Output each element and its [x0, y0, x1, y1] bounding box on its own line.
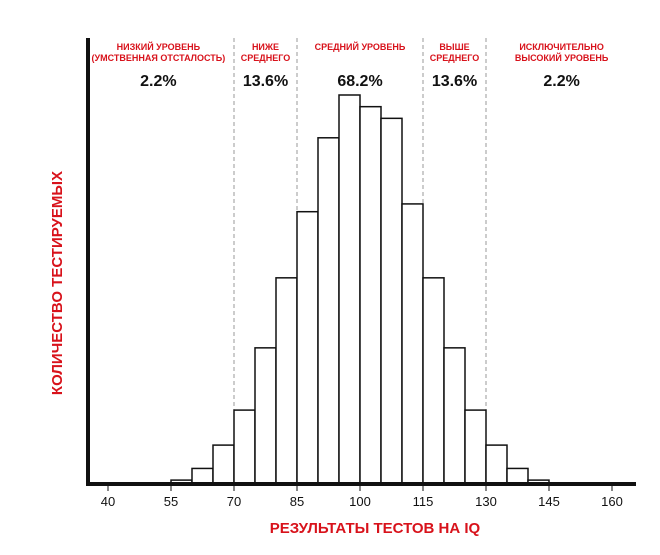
band-label: НИЗКИЙ УРОВЕНЬ — [117, 41, 201, 52]
x-tick-label: 160 — [601, 494, 623, 509]
band-label: СРЕДНЕГО — [430, 53, 479, 63]
histogram-bar — [317, 137, 340, 485]
band-percent-label: 13.6% — [243, 73, 288, 90]
histogram-bar — [485, 444, 508, 485]
x-tick-label: 115 — [413, 494, 434, 509]
band-percent-label: 2.2% — [140, 73, 176, 90]
histogram-bar — [254, 347, 277, 485]
band-label: ВЫСОКИЙ УРОВЕНЬ — [515, 52, 609, 63]
x-tick-label: 85 — [290, 494, 304, 509]
band-label: (УМСТВЕННАЯ ОТСТАЛОСТЬ) — [92, 53, 226, 63]
y-axis-title: КОЛИЧЕСТВО ТЕСТИРУЕМЫХ — [49, 171, 66, 395]
band-label: ВЫШЕ — [439, 42, 469, 52]
band-label: СРЕДНЕГО — [241, 53, 290, 63]
band-percent-label: 13.6% — [432, 73, 477, 90]
x-axis-title: РЕЗУЛЬТАТЫ ТЕСТОВ НА IQ — [270, 520, 481, 537]
band-percent-label: 2.2% — [543, 73, 579, 90]
x-tick-label: 70 — [227, 494, 241, 509]
histogram-bar — [296, 210, 319, 485]
histogram-bar — [233, 409, 256, 485]
x-tick-label: 100 — [349, 494, 371, 509]
histogram-bar — [422, 277, 445, 485]
band-label: СРЕДНИЙ УРОВЕНЬ — [315, 41, 406, 52]
x-tick-label: 40 — [101, 494, 115, 509]
x-tick-label: 145 — [538, 494, 560, 509]
histogram-bar — [380, 117, 403, 485]
band-percent-label: 68.2% — [337, 73, 382, 90]
histogram-bar — [212, 444, 235, 485]
band-label: НИЖЕ — [252, 42, 279, 52]
x-tick-label: 130 — [475, 494, 497, 509]
band-label: ИСКЛЮЧИТЕЛЬНО — [519, 42, 604, 52]
band-annotations: НИЗКИЙ УРОВЕНЬ(УМСТВЕННАЯ ОТСТАЛОСТЬ) 2.2… — [92, 41, 609, 90]
histogram-bar — [191, 467, 214, 485]
x-ticks: 40 55 70 85 100 115 130 145 160 — [101, 484, 623, 509]
axes — [86, 38, 636, 486]
histogram-bar — [338, 94, 361, 485]
histogram-bar — [275, 277, 298, 485]
histogram-bar — [464, 409, 487, 485]
histogram-bar — [506, 467, 529, 485]
histogram-bar — [443, 347, 466, 485]
histogram-bar — [359, 105, 382, 485]
x-tick-label: 55 — [164, 494, 178, 509]
histogram-bars — [170, 94, 550, 485]
histogram-bar — [401, 203, 424, 485]
